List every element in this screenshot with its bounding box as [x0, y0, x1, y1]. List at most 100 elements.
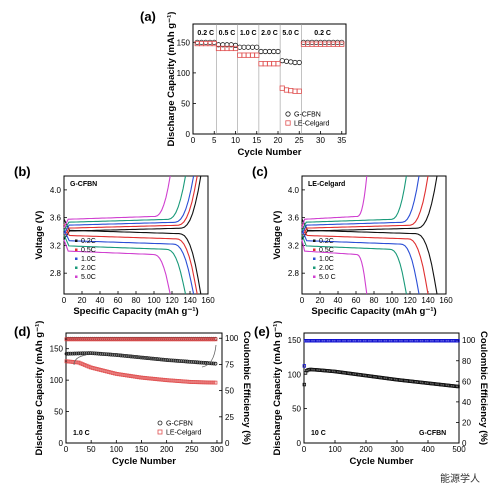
panel-e-point-ce: [456, 339, 460, 343]
panel-a-point-g-cfbn: [258, 48, 264, 55]
panel-a-x-tick-label: 5: [212, 136, 217, 145]
panel-d-point-le-celgard: [207, 380, 212, 385]
panel-d-point-g-cfbn: [98, 351, 103, 356]
panel-a-point-le-celgard: [279, 85, 285, 91]
panel-a-y-tick-label: 50: [181, 99, 190, 108]
panel-c-legend-label: 5.0 C: [319, 274, 336, 281]
panel-d-point-le-celgard: [183, 379, 188, 384]
panel-a-point-le-celgard: [245, 52, 251, 58]
panel-d-point-le-celgard-ce: [143, 337, 147, 342]
panel-c-x-tick-label: 160: [439, 296, 453, 305]
panel-d-point-g-cfbn: [68, 351, 73, 356]
panel-d-point-le-celgard-ce: [66, 337, 71, 342]
panel-d-point-le-celgard-ce: [88, 337, 93, 342]
panel-d-point-g-cfbn: [135, 355, 139, 359]
panel-d-point-le-celgard-ce: [207, 337, 212, 342]
panel-d-point-le-celgard-ce: [199, 337, 204, 342]
panel-e-y2-tick-label: 60: [462, 377, 471, 386]
panel-d-point-le-celgard-ce: [110, 337, 115, 342]
panel-d-point-le-celgard: [181, 379, 186, 384]
panel-d-point-le-celgard-ce: [80, 337, 85, 342]
panel-c-x-tick-label: 60: [352, 296, 361, 305]
panel-e-y-axis-title: Discharge Capacity (mAh g⁻¹): [272, 321, 283, 456]
panel-a-x-tick-label: 15: [252, 136, 261, 145]
panel-d-point-g-cfbn: [133, 354, 137, 359]
panel-d-point-le-celgard: [169, 378, 174, 383]
panel-a-x-tick-label: 20: [274, 136, 283, 145]
panel-d-point-le-celgard: [149, 376, 153, 381]
panel-d-plot-area: 0 50 100 150 200 250 30005010015002550751001.0…: [50, 332, 239, 454]
panel-e-y2-tick-label: 80: [462, 357, 471, 366]
panel-d-x-tick-label: 300: [210, 445, 224, 454]
panel-b-legend-label: 0.2C: [81, 238, 96, 245]
panel-d-point-g-cfbn: [155, 357, 159, 361]
panel-d-point-le-celgard-ce: [169, 337, 174, 342]
panel-c-discharge-curve-0.5C: [301, 223, 429, 295]
panel-a-point-g-cfbn: [211, 39, 217, 45]
panel-b-title: G-CFBN: [70, 181, 97, 188]
panel-a-point-g-cfbn: [245, 44, 251, 50]
panel-d-point-g-cfbn: [106, 352, 111, 357]
panel-d-point-le-celgard: [74, 360, 79, 365]
panel-d-point-le-celgard: [84, 363, 89, 368]
panel-d-point-g-cfbn: [197, 360, 202, 365]
panel-d-point-le-celgard-ce: [74, 337, 79, 342]
panel-d-point-le-celgard: [102, 369, 107, 373]
panel-b-y-tick-label: 4.0: [50, 186, 62, 195]
panel-d-point-le-celgard: [175, 379, 180, 383]
panel-d-y-tick-label: 150: [50, 345, 64, 354]
panel-c-plot-area: 0 20 40 60 80 100 120 140 160 2.8 3.2 3.6 4.0 LE-Celg…: [288, 175, 453, 305]
panel-d-point-g-cfbn: [183, 359, 188, 364]
panel-d-point-le-celgard: [72, 360, 77, 365]
panel-a-label: (a): [140, 9, 156, 24]
panel-d-x-tick-label: 50: [87, 445, 96, 454]
panel-b-x-tick-label: 80: [132, 296, 141, 305]
panel-d-point-g-cfbn: [191, 360, 196, 364]
panel-a-point-g-cfbn: [288, 59, 294, 65]
panel-d-point-le-celgard: [92, 366, 97, 371]
panel-d-point-g-cfbn: [145, 356, 149, 360]
panel-d-point-le-celgard-ce: [211, 337, 216, 342]
panel-d-point-le-celgard-ce: [100, 337, 105, 342]
panel-b-legend-swatch: [75, 257, 78, 260]
panel-a-point-g-cfbn: [271, 48, 277, 55]
panel-b-legend-label: 0.5C: [81, 247, 96, 254]
panel-d-point-le-celgard-ce: [76, 337, 81, 342]
panel-a-y-tick-label: 0: [186, 130, 191, 139]
panel-b-discharge-curve-2.0C: [63, 234, 187, 295]
panel-c-discharge-curve-1.0C: [301, 229, 420, 295]
panel-d-point-le-celgard: [96, 367, 101, 372]
panel-d-point-g-cfbn: [199, 360, 204, 365]
panel-c-legend-label: 2.0C: [319, 265, 334, 272]
panel-a-point-le-celgard: [237, 52, 243, 58]
panel-a-rate-label: 0.2 C: [197, 30, 214, 37]
panel-b-x-axis-title: Specific Capacity (mAh g⁻¹): [73, 306, 198, 317]
panel-d-legend-marker: [157, 420, 163, 426]
panel-a-point-le-celgard: [241, 52, 247, 58]
panel-d-point-le-celgard-ce: [141, 337, 145, 342]
panel-d-right-y-axis-title: Coulombic Efficiency (%): [241, 331, 252, 445]
panel-d-point-le-celgard-ce: [177, 337, 182, 342]
panel-a-x-tick-label: 35: [337, 136, 346, 145]
panel-d-point-g-cfbn: [100, 352, 105, 356]
panel-d-point-g-cfbn: [139, 355, 143, 360]
panel-d-point-g-cfbn: [108, 352, 113, 357]
panel-b-x-tick-label: 100: [147, 296, 161, 305]
panel-d-point-le-celgard: [195, 380, 200, 385]
panel-c-legend-label: 0.2C: [319, 238, 334, 245]
panel-d-point-le-celgard: [129, 374, 133, 378]
panel-c-legend-swatch: [313, 266, 316, 269]
panel-d-legend-label: G-CFBN: [166, 421, 193, 428]
panel-d-point-le-celgard-ce: [173, 337, 178, 342]
panel-d-point-g-cfbn: [181, 359, 186, 364]
panel-d-point-le-celgard: [205, 380, 210, 385]
panel-e-x-tick-label: 400: [421, 445, 435, 454]
panel-d-point-le-celgard: [165, 378, 170, 383]
panel-d-point-le-celgard: [88, 365, 93, 370]
panel-b-plot-area: 0 20 40 60 80 100 120 140 160 2.8 3.2 3.6 4.0 G-CFBN 0…: [50, 175, 215, 305]
panel-d-point-g-cfbn: [122, 353, 127, 358]
panel-c-legend-label: 0.5C: [319, 247, 334, 254]
panel-d-point-g-cfbn: [143, 355, 147, 360]
panel-d-point-le-celgard: [209, 380, 214, 385]
panel-d-point-le-celgard: [120, 372, 125, 377]
